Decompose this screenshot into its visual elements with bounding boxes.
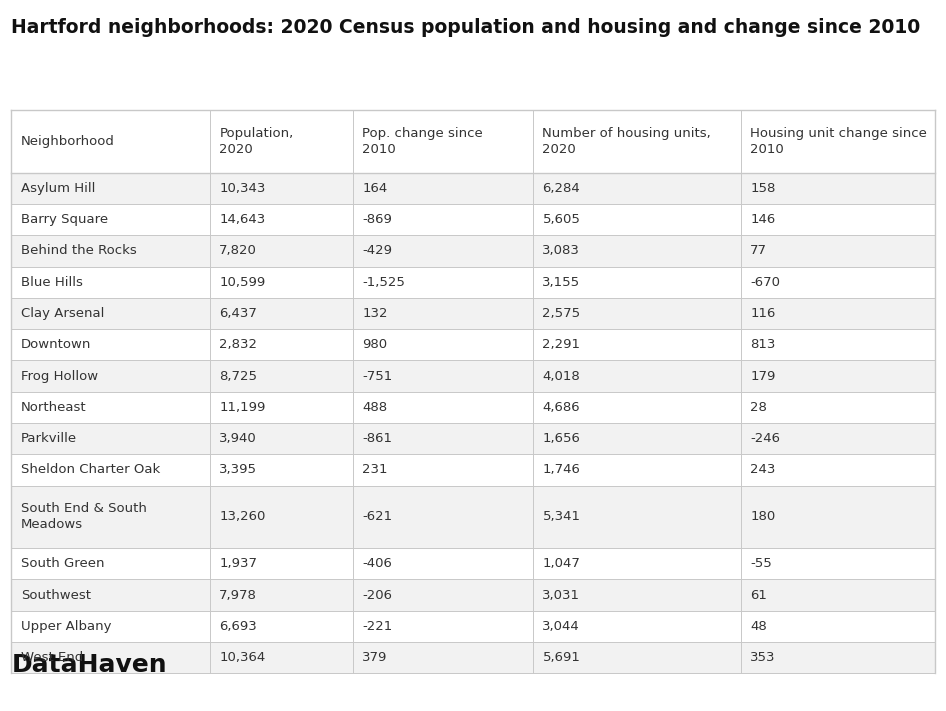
Text: Parkville: Parkville [21,432,77,445]
Text: Downtown: Downtown [21,338,91,351]
Text: -406: -406 [362,557,393,570]
Text: 10,364: 10,364 [219,651,266,664]
Text: Barry Square: Barry Square [21,213,108,226]
Text: 2,832: 2,832 [219,338,257,351]
Text: 379: 379 [362,651,388,664]
Text: 5,605: 5,605 [542,213,580,226]
Text: 3,395: 3,395 [219,464,257,476]
Text: 48: 48 [750,620,767,633]
Text: 3,083: 3,083 [542,245,580,257]
Text: West End: West End [21,651,83,664]
Text: -55: -55 [750,557,772,570]
Text: -206: -206 [362,589,393,602]
Text: 1,937: 1,937 [219,557,257,570]
Text: 5,691: 5,691 [542,651,580,664]
Text: 179: 179 [750,370,776,383]
Text: -621: -621 [362,510,393,523]
Text: 6,437: 6,437 [219,307,257,320]
Text: 3,031: 3,031 [542,589,581,602]
Text: Asylum Hill: Asylum Hill [21,182,96,195]
Text: 116: 116 [750,307,776,320]
Text: 180: 180 [750,510,776,523]
Text: 3,155: 3,155 [542,276,581,289]
Text: 61: 61 [750,589,767,602]
Text: Hartford neighborhoods: 2020 Census population and housing and change since 2010: Hartford neighborhoods: 2020 Census popu… [11,18,920,37]
Text: -670: -670 [750,276,780,289]
Text: Clay Arsenal: Clay Arsenal [21,307,104,320]
Text: 7,978: 7,978 [219,589,257,602]
Text: 488: 488 [362,401,388,414]
Text: Blue Hills: Blue Hills [21,276,82,289]
Text: -861: -861 [362,432,393,445]
Text: 6,284: 6,284 [542,182,580,195]
Text: 353: 353 [750,651,776,664]
Text: Northeast: Northeast [21,401,86,414]
Text: 146: 146 [750,213,776,226]
Text: 980: 980 [362,338,388,351]
Text: -429: -429 [362,245,393,257]
Text: 1,656: 1,656 [542,432,580,445]
Text: 10,343: 10,343 [219,182,266,195]
Text: 813: 813 [750,338,776,351]
Text: Housing unit change since
2010: Housing unit change since 2010 [750,127,927,156]
Text: -221: -221 [362,620,393,633]
Text: Upper Albany: Upper Albany [21,620,112,633]
Text: 5,341: 5,341 [542,510,581,523]
Text: -1,525: -1,525 [362,276,405,289]
Text: 3,940: 3,940 [219,432,257,445]
Text: 28: 28 [750,401,767,414]
Text: Sheldon Charter Oak: Sheldon Charter Oak [21,464,160,476]
Text: 11,199: 11,199 [219,401,266,414]
Text: 1,746: 1,746 [542,464,580,476]
Text: -869: -869 [362,213,393,226]
Text: 77: 77 [750,245,767,257]
Text: 13,260: 13,260 [219,510,266,523]
Text: -246: -246 [750,432,780,445]
Text: Southwest: Southwest [21,589,91,602]
Text: Frog Hollow: Frog Hollow [21,370,98,383]
Text: 7,820: 7,820 [219,245,257,257]
Text: 2,575: 2,575 [542,307,581,320]
Text: 8,725: 8,725 [219,370,257,383]
Text: Pop. change since
2010: Pop. change since 2010 [362,127,483,156]
Text: 10,599: 10,599 [219,276,266,289]
Text: 4,686: 4,686 [542,401,580,414]
Text: 4,018: 4,018 [542,370,580,383]
Text: 158: 158 [750,182,776,195]
Text: South End & South
Meadows: South End & South Meadows [21,503,147,531]
Text: -751: -751 [362,370,393,383]
Text: DataHaven: DataHaven [11,653,167,677]
Text: Behind the Rocks: Behind the Rocks [21,245,136,257]
Text: 231: 231 [362,464,388,476]
Text: 14,643: 14,643 [219,213,266,226]
Text: Number of housing units,
2020: Number of housing units, 2020 [542,127,711,156]
Text: Neighborhood: Neighborhood [21,135,114,148]
Text: 164: 164 [362,182,388,195]
Text: South Green: South Green [21,557,104,570]
Text: 1,047: 1,047 [542,557,580,570]
Text: Population,
2020: Population, 2020 [219,127,293,156]
Text: 6,693: 6,693 [219,620,257,633]
Text: 132: 132 [362,307,388,320]
Text: 3,044: 3,044 [542,620,580,633]
Text: 2,291: 2,291 [542,338,581,351]
Text: 243: 243 [750,464,776,476]
